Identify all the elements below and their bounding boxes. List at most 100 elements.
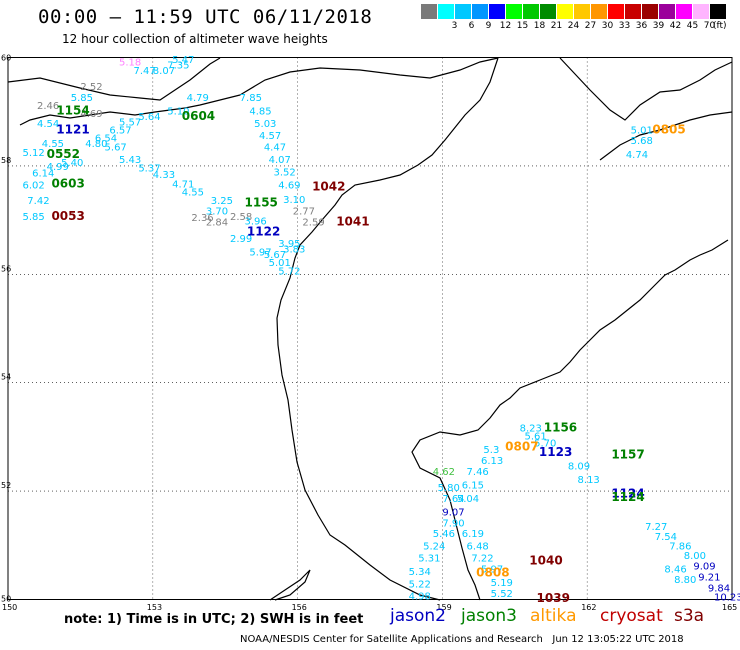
color-scale-label: 21: [550, 21, 563, 31]
pass-time-label: 1039: [537, 591, 570, 605]
color-swatch: [591, 4, 608, 19]
pass-time-label: 1041: [336, 215, 369, 229]
wave-height-value: 4.62: [433, 467, 455, 478]
pass-time-label: 1154: [56, 103, 89, 117]
wave-height-value: 5.57: [119, 117, 141, 128]
wave-height-value: 5.80: [438, 483, 460, 494]
map-subtitle: 12 hour collection of altimeter wave hei…: [62, 32, 328, 46]
color-swatch: [506, 4, 523, 19]
pass-time-label: 0805: [652, 122, 685, 136]
wave-height-value: 5.67: [264, 250, 286, 261]
color-swatch: [676, 4, 693, 19]
wave-height-value: 7.46: [467, 467, 489, 478]
wave-height-value: 4.99: [47, 162, 69, 173]
longitude-tick-label: 165: [722, 603, 737, 612]
color-scale-label: 33: [618, 21, 631, 31]
wave-height-value: 4.33: [153, 170, 175, 181]
northeast-coast: [559, 57, 733, 121]
wave-height-value: 6.13: [481, 456, 503, 467]
wave-height-value: 8.00: [684, 551, 706, 562]
wave-height-value: 5.68: [631, 136, 653, 147]
color-swatch: [710, 4, 727, 19]
magadan-coast-2: [19, 94, 241, 126]
wave-height-value: 5.12: [22, 148, 44, 159]
wave-height-value: 4.55: [42, 139, 64, 150]
wave-height-value: 6.54: [95, 134, 117, 145]
kamchatka-west-coast: [276, 57, 499, 601]
longitude-tick-label: 153: [147, 603, 162, 612]
wave-height-value: 4.85: [249, 106, 271, 117]
wave-height-value: 4.57: [259, 131, 281, 142]
map-grid: [7, 57, 733, 600]
wave-height-value: 8.80: [674, 575, 696, 586]
wave-height-value: 4.69: [80, 109, 102, 120]
wave-height-value: 5.97: [249, 247, 271, 258]
wave-height-value: 7.47: [133, 66, 155, 77]
wave-height-value: 4.79: [187, 93, 209, 104]
pass-time-label: 0604: [182, 109, 215, 123]
longitude-tick-label: 150: [2, 603, 17, 612]
wave-height-value: 4.07: [269, 155, 291, 166]
wave-height-value: 8.13: [578, 475, 600, 486]
color-scale-label: 45: [686, 21, 699, 31]
latitude-tick-label: 56: [1, 264, 11, 273]
longitude-tick-label: 156: [292, 603, 307, 612]
pass-time-label: 1157: [611, 448, 644, 462]
wave-height-value: 5.10: [167, 106, 189, 117]
latitude-tick-label: 60: [1, 54, 11, 63]
wave-height-value: 5.24: [423, 542, 445, 553]
wave-height-value: 5.18: [119, 58, 141, 69]
color-swatch: [455, 4, 472, 19]
wave-height-value: 7.22: [471, 554, 493, 565]
color-swatch: [489, 4, 506, 19]
wave-height-value: 6.57: [109, 125, 131, 136]
wave-height-value: 5.03: [254, 119, 276, 130]
wave-height-value: 3.83: [283, 245, 305, 256]
color-scale-label: 70: [703, 21, 716, 31]
wave-height-value: 6.19: [462, 529, 484, 540]
wave-height-value: 2.84: [206, 218, 228, 229]
wave-height-value: 3.52: [273, 168, 295, 179]
wave-height-value: 6.48: [467, 542, 489, 553]
wave-height-value: 5.46: [433, 529, 455, 540]
shelikhov-coast: [239, 57, 499, 96]
wave-height-value: 9.09: [693, 562, 715, 573]
wave-height-value: 9.07: [442, 507, 464, 518]
wave-height-value: 4.47: [264, 143, 286, 154]
wave-height-value: 5.85: [22, 212, 44, 223]
color-swatch: [438, 4, 455, 19]
pass-time-label: 0807: [505, 439, 538, 453]
wave-height-value: 5.52: [491, 589, 513, 600]
wave-height-value: 4.74: [626, 150, 648, 161]
wave-height-value: 3.70: [206, 207, 228, 218]
pass-time-label: 1123: [539, 445, 572, 459]
wave-height-value: 5.3: [483, 445, 499, 456]
color-scale-label: 42: [669, 21, 682, 31]
color-swatch: [540, 4, 557, 19]
wave-height-value: 7.86: [669, 542, 691, 553]
color-swatch: [642, 4, 659, 19]
wave-height-value: 5.61: [524, 432, 546, 443]
color-swatch: [421, 4, 438, 19]
color-scale-label: 9: [485, 21, 492, 31]
kuril-island: [269, 569, 311, 601]
wave-height-value: 7.27: [645, 522, 667, 533]
credit-line: NOAA/NESDIS Center for Satellite Applica…: [240, 634, 684, 645]
color-swatch: [574, 4, 591, 19]
wave-height-value: 5.31: [418, 554, 440, 565]
pass-time-label: 0808: [476, 566, 509, 580]
satellite-legend-s3a: s3a: [674, 606, 705, 626]
color-scale-label: 15: [516, 21, 529, 31]
wave-height-value: 7.54: [655, 532, 677, 543]
color-swatch: [625, 4, 642, 19]
wave-height-value: 6.02: [22, 181, 44, 192]
color-scale-label: 12: [499, 21, 512, 31]
pass-time-label: 1156: [544, 420, 577, 434]
wave-height-value: 2.36: [191, 213, 213, 224]
pass-time-label: 0552: [47, 147, 80, 161]
wave-height-value: 5.64: [138, 112, 160, 123]
wave-height-value: 5.34: [409, 567, 431, 578]
wave-height-value: 2.46: [37, 101, 59, 112]
wave-height-value: 5.40: [61, 158, 83, 169]
